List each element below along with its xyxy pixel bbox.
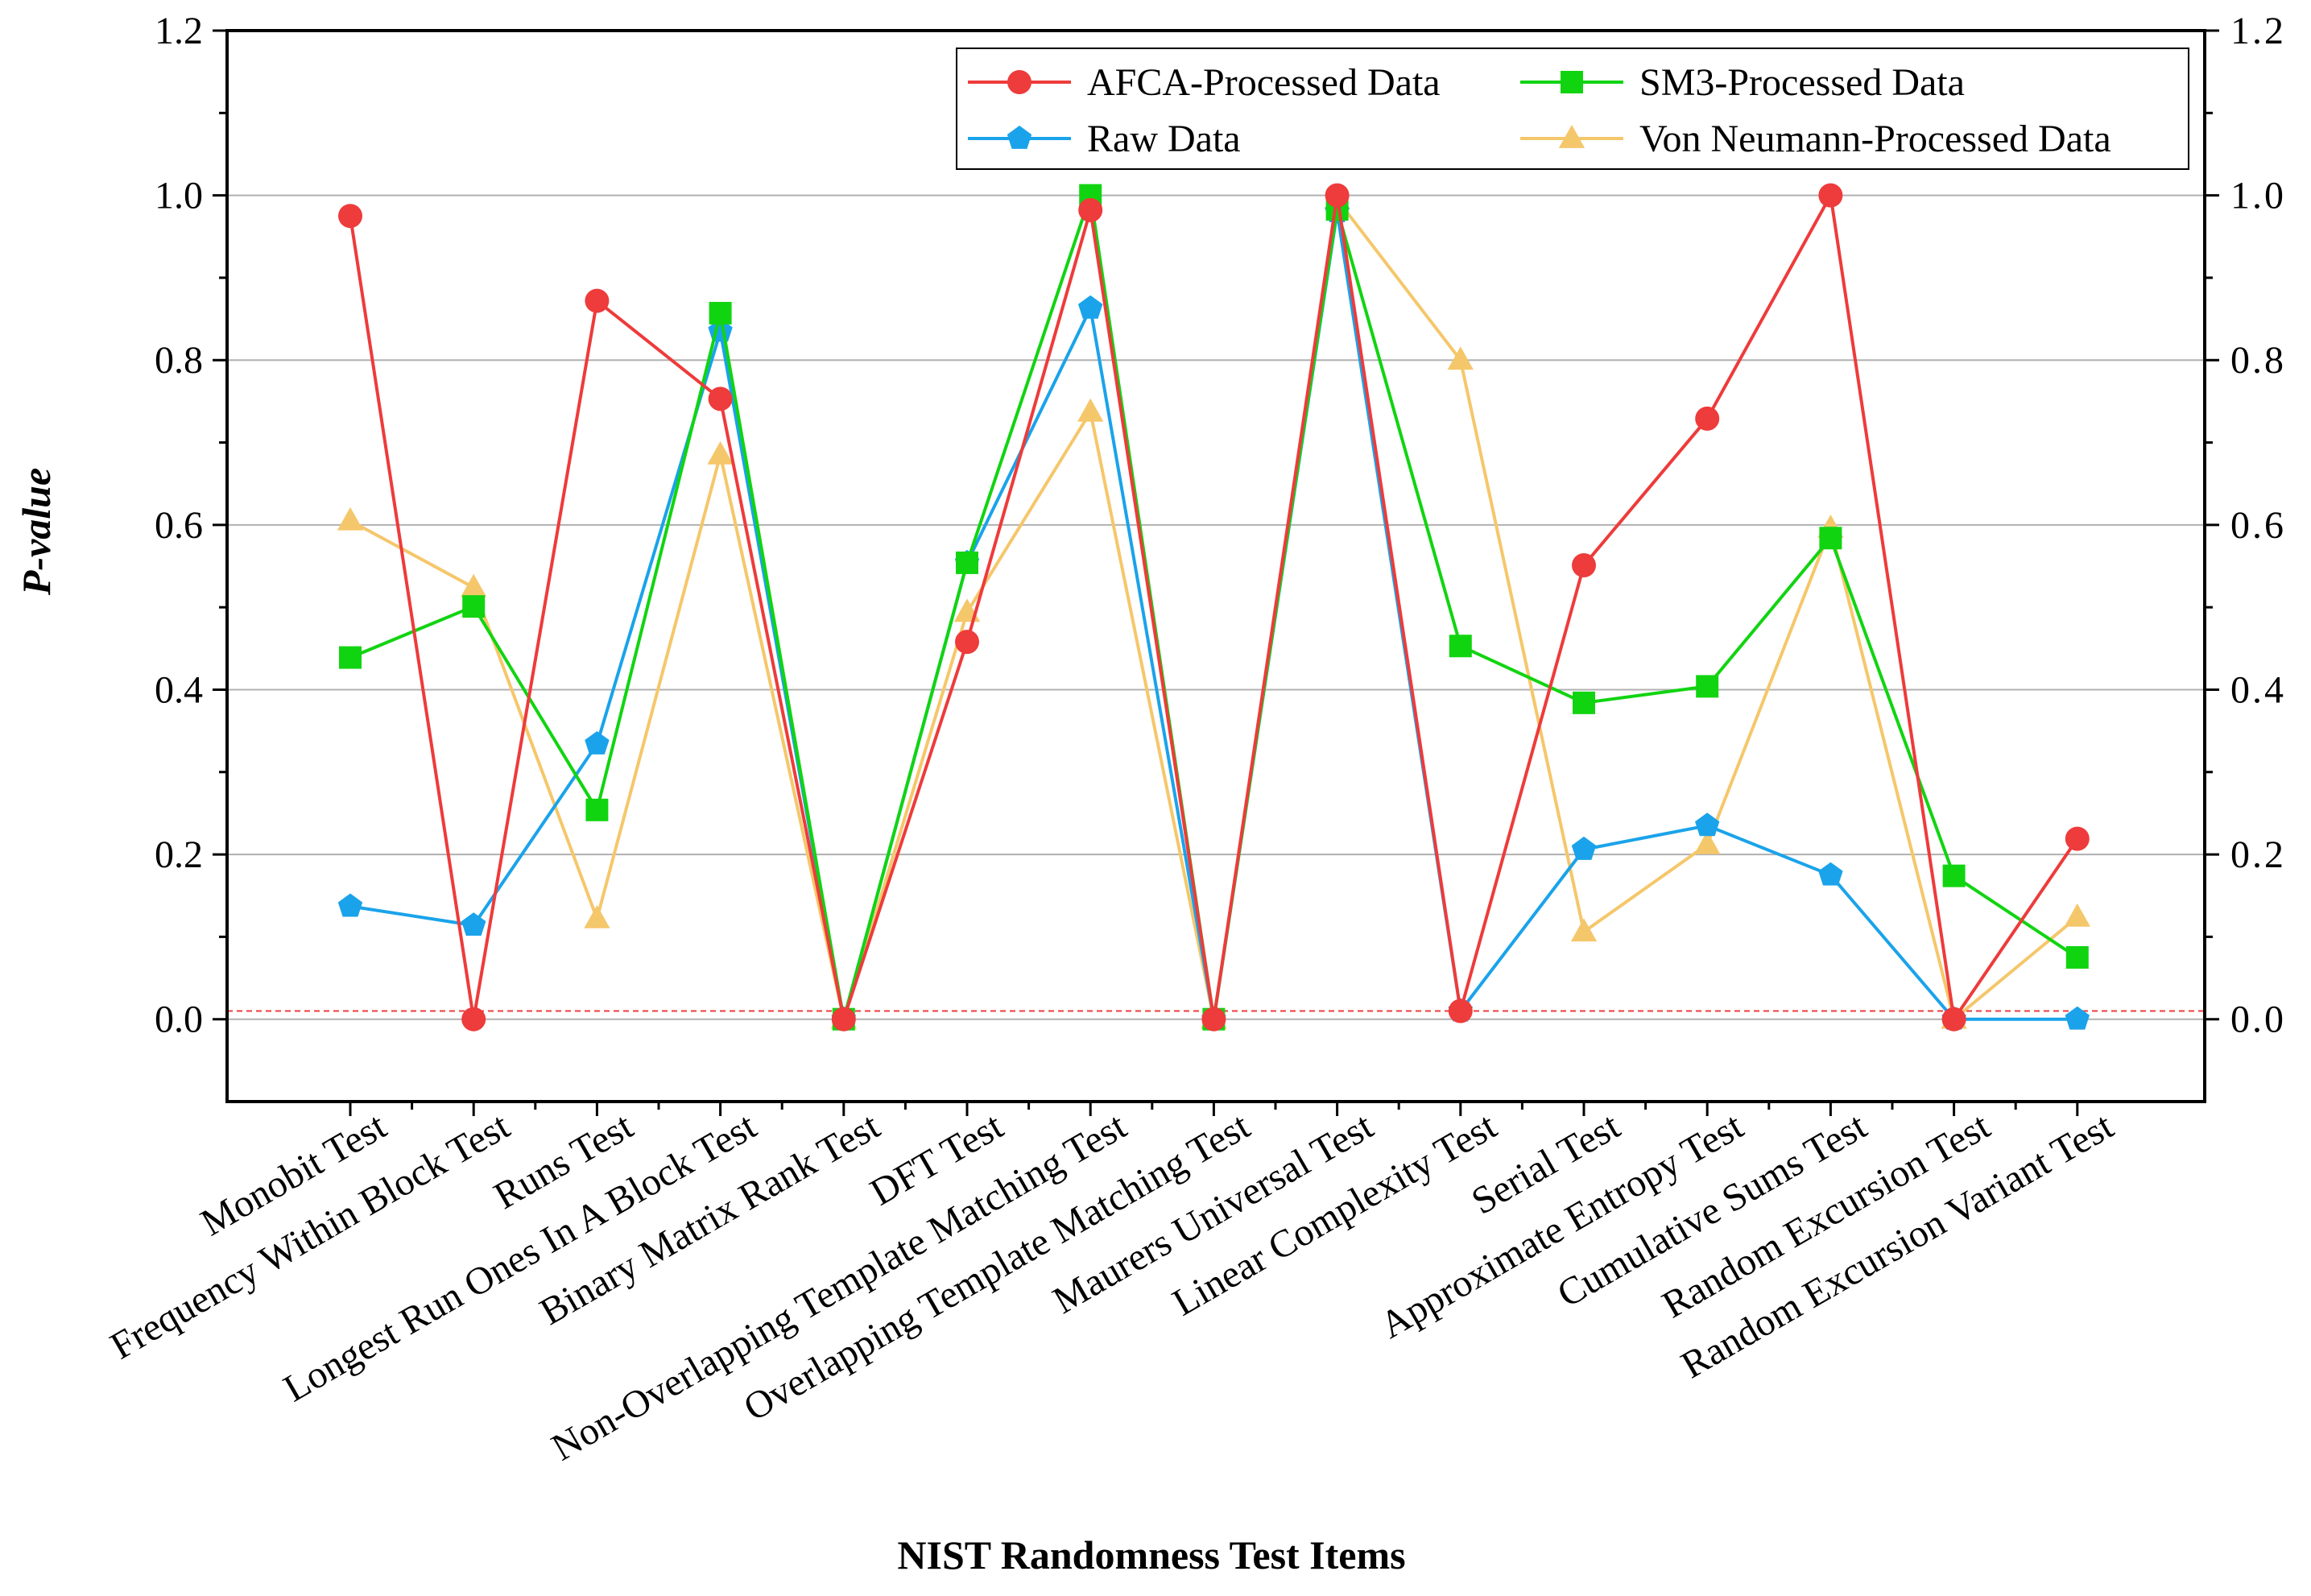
data-point-marker [955, 630, 979, 655]
legend: AFCA-Processed Data SM3-Processed Data Raw… [956, 48, 2189, 170]
y-tick-label: 0.6 [155, 504, 203, 547]
series-line [349, 193, 2078, 1021]
data-point-marker [337, 507, 364, 531]
y2-tick-label: 0.0 [2230, 999, 2286, 1041]
legend-entry: AFCA-Processed Data [968, 61, 1441, 104]
data-point-marker [1201, 1007, 1226, 1032]
data-point-marker [1077, 398, 1104, 422]
grid-lines [227, 194, 2205, 1020]
data-point-marker [1449, 635, 1472, 658]
y-tick-label: 0.8 [155, 339, 203, 382]
plot-frame [225, 29, 2206, 1103]
data-point-marker [585, 288, 610, 313]
y-tick-label: 1.2 [155, 10, 203, 52]
data-point-marker [1818, 183, 1843, 208]
data-point-marker [831, 1007, 856, 1032]
data-point-marker [337, 893, 363, 917]
legend-label: Raw Data [1087, 118, 1241, 160]
data-point-marker [2064, 903, 2090, 927]
data-point-marker [1447, 346, 1474, 370]
data-point-marker [1561, 71, 1583, 93]
y-tick-label: 1.0 [155, 175, 203, 217]
y-tick-label: 0.4 [155, 668, 203, 711]
data-point-marker [1558, 125, 1585, 148]
y-axis-title: P-value [14, 468, 59, 596]
data-point-marker [707, 440, 734, 465]
legend-entry: SM3-Processed Data [1520, 61, 1965, 104]
data-point-marker [462, 595, 486, 618]
data-point-marker [461, 1007, 486, 1032]
y2-tick-label: 0.4 [2230, 668, 2286, 711]
legend-label: AFCA-Processed Data [1087, 61, 1441, 104]
data-point-marker [1571, 836, 1597, 860]
data-point-marker [1694, 830, 1721, 854]
legend-entry: Von Neumann-Processed Data [1520, 118, 2111, 160]
series-line [349, 193, 2079, 1021]
y2-tick-label: 0.8 [2230, 339, 2286, 382]
series-line [349, 210, 2077, 1021]
data-point-marker [2065, 1006, 2090, 1030]
data-point-marker [339, 646, 362, 669]
data-point-marker [1695, 406, 1720, 431]
legend-label: Von Neumann-Processed Data [1639, 118, 2111, 160]
data-point-marker [1325, 183, 1350, 208]
data-point-marker [1818, 862, 1843, 886]
series-afca-processed-data [338, 183, 2090, 1032]
y-tick-label: 0.2 [155, 833, 203, 876]
data-point-marker [585, 731, 610, 755]
y2-tick-label: 0.6 [2230, 504, 2286, 547]
data-point-marker [585, 798, 609, 821]
legend-label: SM3-Processed Data [1639, 61, 1965, 104]
data-point-marker [1572, 552, 1596, 577]
data-point-marker [956, 551, 978, 574]
series-line [349, 197, 2079, 1021]
data-point-marker [1570, 918, 1598, 942]
data-point-marker [461, 912, 486, 936]
data-point-marker [338, 204, 362, 229]
data-point-marker [1695, 812, 1720, 837]
data-point-marker [2065, 826, 2090, 851]
data-point-marker [1573, 691, 1595, 714]
data-point-marker [709, 301, 732, 325]
legend-entry: Raw Data [968, 118, 1241, 160]
y2-tick-label: 0.2 [2230, 833, 2286, 876]
x-axis-title: NIST Randomness Test Items [897, 1532, 1405, 1577]
data-point-marker [1007, 126, 1032, 149]
data-point-marker [1007, 70, 1031, 94]
legend-box [956, 48, 2189, 170]
data-point-marker [2065, 945, 2089, 969]
y2-tick-label: 1.0 [2230, 175, 2286, 217]
y2-tick-label: 1.2 [2230, 10, 2286, 52]
data-point-marker [461, 573, 487, 597]
data-point-marker [1819, 527, 1842, 550]
data-point-marker [1448, 999, 1473, 1023]
y-tick-label: 0.0 [155, 999, 203, 1041]
data-point-marker [1078, 198, 1103, 223]
data-point-marker [584, 904, 610, 928]
data-point-marker [1696, 675, 1719, 698]
data-point-marker [708, 387, 733, 411]
data-point-marker [1942, 864, 1966, 887]
data-point-marker [1078, 295, 1103, 319]
series-layer [337, 183, 2090, 1032]
data-point-marker [1941, 1007, 1966, 1032]
